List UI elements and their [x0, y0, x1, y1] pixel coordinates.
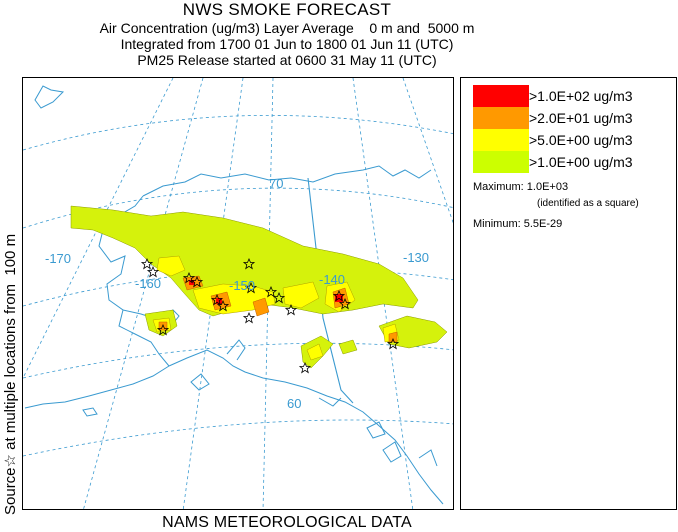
- star-icon: [332, 289, 346, 302]
- source-markers: [140, 257, 400, 374]
- star-icon: [338, 297, 352, 310]
- minimum-value: 5.5E-29: [523, 218, 563, 230]
- star-icon: [190, 275, 204, 288]
- legend-label: >1.0E+02 ug/m3: [529, 88, 633, 104]
- maximum-label: Maximum:: [473, 181, 524, 193]
- forecast-title: NWS SMOKE FORECAST: [182, 0, 392, 19]
- star-icon: [284, 303, 298, 316]
- legend-row: >1.0E+02 ug/m3: [473, 85, 668, 107]
- legend-panel: >1.0E+02 ug/m3 >2.0E+01 ug/m3 >5.0E+00 u…: [460, 77, 677, 510]
- star-icon: [182, 271, 196, 284]
- legend-swatch: [473, 151, 529, 173]
- maximum-value: 1.0E+03: [526, 181, 569, 193]
- title-block: NWS SMOKE FORECAST Air Concentration (ug…: [22, 0, 552, 68]
- minimum-stat: Minimum: 5.5E-29: [473, 218, 562, 231]
- legend-label: >5.0E+00 ug/m3: [529, 132, 633, 148]
- alaska-map: -170 -160 -150 -140 -130 70 60: [23, 78, 453, 509]
- release-time: PM25 Release started at 0600 31 May 11 (…: [137, 52, 437, 68]
- star-icon: [386, 337, 400, 350]
- lon-label-170: -170: [45, 251, 71, 266]
- concentration-subtitle: Air Concentration (ug/m3) Layer Average …: [99, 20, 475, 36]
- star-icon: [242, 311, 256, 324]
- map-panel[interactable]: -170 -160 -150 -140 -130 70 60: [22, 77, 454, 510]
- star-icon: [140, 257, 154, 270]
- border-line: [307, 177, 354, 404]
- legend-row: >5.0E+00 ug/m3: [473, 129, 668, 151]
- star-icon: [272, 291, 286, 304]
- star-icon: [264, 285, 278, 298]
- lat-label-70: 70: [269, 176, 283, 191]
- legend-label: >2.0E+01 ug/m3: [529, 110, 633, 126]
- star-icon: [298, 361, 312, 374]
- star-icon: [146, 265, 160, 278]
- maximum-stat: Maximum: 1.0E+03: [473, 181, 568, 194]
- legend-swatch: [473, 129, 529, 151]
- lon-label-160: -160: [135, 276, 161, 291]
- plume-level-1: [70, 205, 448, 369]
- legend-swatch: [473, 85, 529, 107]
- star-icon: [242, 257, 256, 270]
- legend-row: >1.0E+00 ug/m3: [473, 151, 668, 173]
- star-icon: [156, 323, 170, 336]
- minimum-label: Minimum:: [473, 218, 521, 230]
- meteorological-data-label: NAMS METEOROLOGICAL DATA: [162, 514, 412, 531]
- maximum-note: (identified as a square): [537, 198, 639, 209]
- integration-period: Integrated from 1700 01 Jun to 1800 01 J…: [120, 36, 454, 52]
- legend-row: >2.0E+01 ug/m3: [473, 107, 668, 129]
- star-icon: [244, 281, 258, 294]
- star-icon: [216, 299, 230, 312]
- lon-label-150: -150: [229, 278, 255, 293]
- legend-label: >1.0E+00 ug/m3: [529, 154, 633, 170]
- source-location-label: Source☆ at multiple locations from 100 m: [2, 233, 19, 515]
- lon-label-130: -130: [403, 250, 429, 265]
- lon-label-140: -140: [319, 272, 345, 287]
- star-icon: [210, 293, 224, 306]
- lat-label-60: 60: [287, 396, 301, 411]
- legend-swatch: [473, 107, 529, 129]
